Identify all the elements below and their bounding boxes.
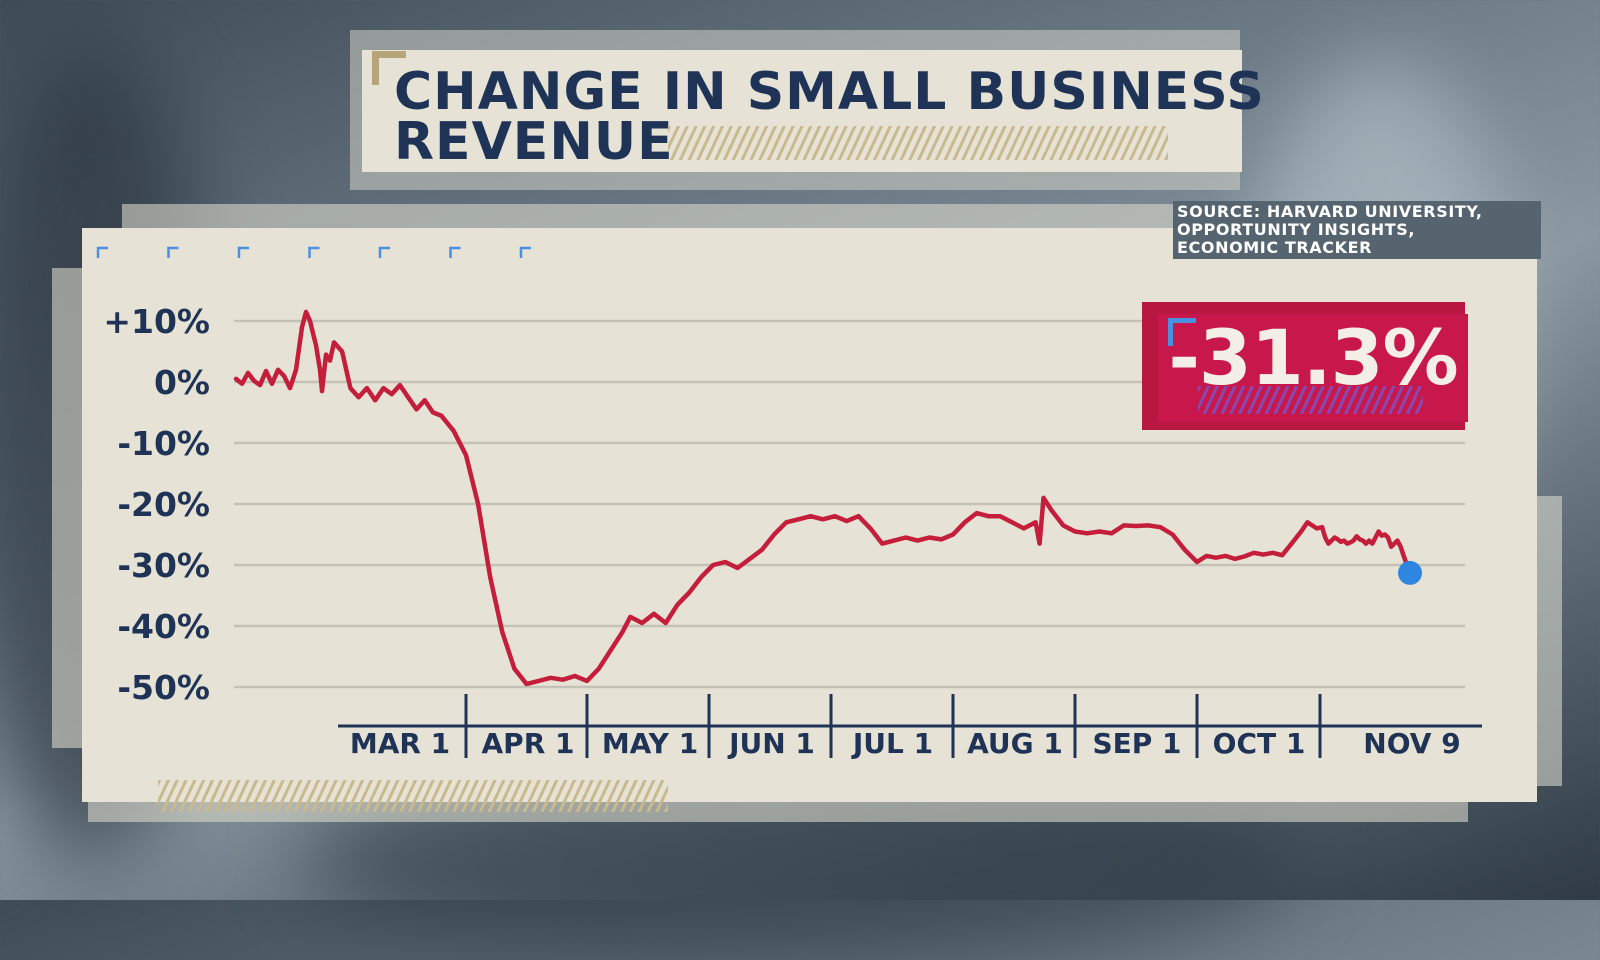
y-tick-label: 0% [154, 363, 210, 402]
x-tick-label: MAY 1 [602, 727, 698, 760]
x-tick-label: AUG 1 [967, 727, 1063, 760]
x-axis-labels: MAR 1 APR 1 MAY 1 JUN 1 JUL 1 AUG 1 SEP 1 OCT 1… [350, 727, 1461, 760]
y-tick-label: -40% [117, 607, 210, 646]
x-tick-label: JUN 1 [727, 727, 815, 760]
source-note: SOURCE: HARVARD UNIVERSITY, OPPORTUNITY … [1173, 201, 1541, 259]
chart-title-line-1: CHANGE IN SMALL BUSINESS [394, 62, 1265, 122]
source-line-3: ECONOMIC TRACKER [1177, 238, 1373, 257]
corner-mark-icon [519, 246, 531, 258]
x-tick-label: SEP 1 [1092, 727, 1181, 760]
corner-mark-icon [167, 246, 179, 258]
source-line-2: OPPORTUNITY INSIGHTS, [1177, 220, 1416, 239]
y-tick-label: +10% [103, 302, 210, 341]
x-tick-label: MAR 1 [350, 727, 450, 760]
x-axis [338, 694, 1482, 758]
x-tick-label: OCT 1 [1213, 727, 1306, 760]
title-hatch-decoration [668, 126, 1168, 160]
corner-mark-icon [449, 246, 461, 258]
corner-mark-icon [237, 246, 249, 258]
panel-corner-marks [96, 246, 531, 258]
corner-mark-icon [308, 246, 320, 258]
corner-mark-icon [378, 246, 390, 258]
y-tick-label: -10% [117, 424, 210, 463]
source-line-1: SOURCE: HARVARD UNIVERSITY, [1177, 202, 1483, 221]
series-line [233, 309, 1413, 687]
y-axis-labels: +10% 0% -10% -20% -30% -40% -50% [103, 302, 210, 707]
corner-mark-icon [96, 246, 108, 258]
panel-hatch-decoration [158, 780, 668, 812]
y-tick-label: -30% [117, 546, 210, 585]
callout-value: -31.3% [1168, 314, 1458, 402]
gridlines [234, 319, 1465, 689]
y-tick-label: -50% [117, 668, 210, 707]
endpoint-marker [1398, 560, 1422, 585]
y-tick-label: -20% [117, 485, 210, 524]
x-tick-label: JUL 1 [851, 727, 933, 760]
x-tick-label: NOV 9 [1363, 727, 1460, 760]
callout-hatch-decoration [1198, 386, 1423, 414]
callout-badge: -31.3% [1158, 314, 1468, 422]
x-tick-label: APR 1 [482, 727, 575, 760]
chart-title-line-2: REVENUE [394, 112, 674, 172]
callout-corner-bracket-icon [1168, 318, 1196, 346]
title-corner-bracket-icon [372, 51, 406, 85]
line-chart: +10% 0% -10% -20% -30% -40% -50% MAR 1 APR 1 MAY… [96, 246, 1482, 760]
